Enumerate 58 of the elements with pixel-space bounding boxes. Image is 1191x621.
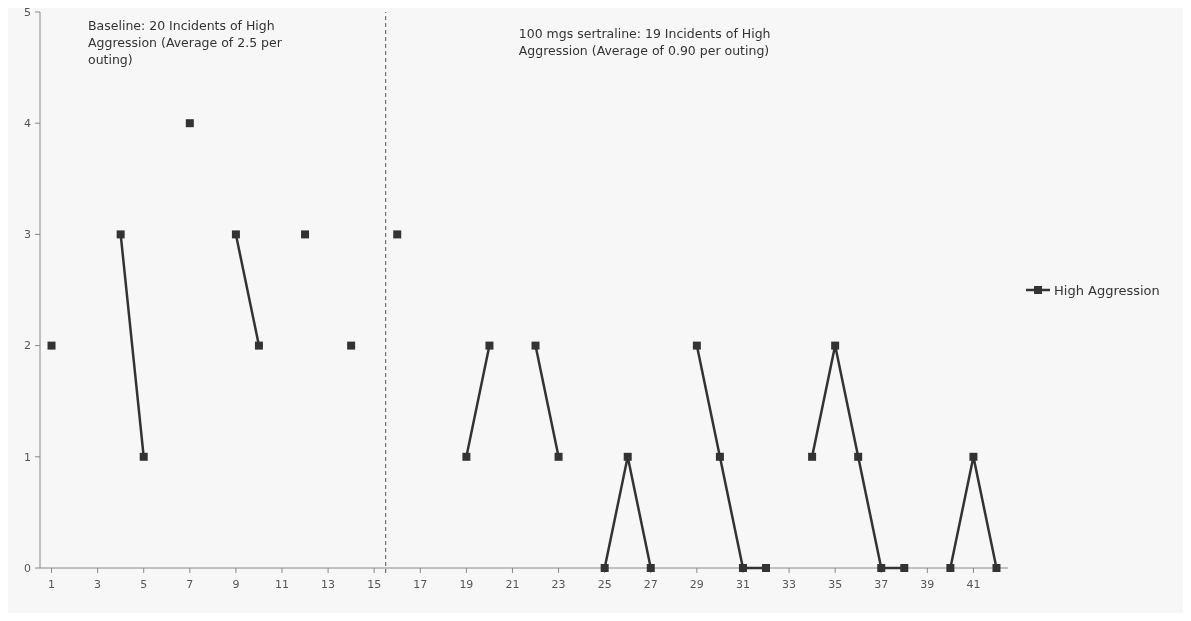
x-tick-label: 39 xyxy=(920,578,935,591)
point xyxy=(231,230,240,239)
x-tick-label: 7 xyxy=(186,578,194,591)
x-tick-label: 11 xyxy=(275,578,289,591)
x-tick-label: 33 xyxy=(782,578,797,591)
x-tick-label: 29 xyxy=(689,578,704,591)
point xyxy=(554,452,563,461)
point xyxy=(900,564,909,572)
y-tick-label: 3 xyxy=(24,228,31,242)
point xyxy=(946,564,955,572)
x-tick-label: 21 xyxy=(505,578,520,591)
x-tick-label: 17 xyxy=(413,578,428,591)
x-tick-label: 37 xyxy=(874,578,889,591)
x-tick-label: 31 xyxy=(735,578,750,591)
x-tick-label: 5 xyxy=(140,578,148,591)
legend-label: High Aggression xyxy=(1054,282,1160,298)
y-tick-label: 0 xyxy=(24,561,31,575)
point xyxy=(116,230,125,239)
point xyxy=(185,119,194,128)
annotation: Baseline: 20 Incidents of High Aggression (Average of 2.5 per outing) xyxy=(88,18,283,67)
x-tick-label: 15 xyxy=(367,578,382,591)
x-tick-label: 27 xyxy=(643,578,658,591)
annotation: 100 mgs sertraline: 19 Incidents of High Aggression (Average of 0.90 per outing) xyxy=(518,26,771,58)
point xyxy=(762,564,770,572)
point xyxy=(139,452,148,461)
y-tick-label: 1 xyxy=(24,450,31,464)
y-tick-label: 4 xyxy=(24,117,31,131)
point xyxy=(877,564,886,572)
x-tick-label: 41 xyxy=(966,578,981,591)
point xyxy=(623,452,632,461)
x-tick-label: 25 xyxy=(597,578,612,591)
point xyxy=(485,341,494,350)
x-tick-label: 19 xyxy=(459,578,474,591)
point xyxy=(854,452,863,461)
point xyxy=(646,564,655,572)
point xyxy=(301,230,310,239)
y-tick-label: 2 xyxy=(24,339,31,353)
x-tick-label: 35 xyxy=(828,578,843,591)
point xyxy=(969,452,978,461)
point xyxy=(600,564,609,572)
point xyxy=(462,452,471,461)
x-tick-label: 9 xyxy=(232,578,240,591)
point xyxy=(692,341,701,350)
point xyxy=(531,341,540,350)
point xyxy=(715,452,724,461)
point xyxy=(347,341,356,350)
point xyxy=(254,341,263,350)
point xyxy=(47,341,56,350)
point xyxy=(738,564,747,572)
y-tick-label: 5 xyxy=(24,5,31,19)
x-tick-label: 23 xyxy=(551,578,566,591)
point xyxy=(393,230,402,239)
point xyxy=(808,452,817,461)
point xyxy=(992,564,1001,572)
x-tick-label: 13 xyxy=(321,578,336,591)
x-tick-label: 1 xyxy=(48,578,56,591)
point xyxy=(831,341,840,350)
x-tick-label: 3 xyxy=(94,578,102,591)
